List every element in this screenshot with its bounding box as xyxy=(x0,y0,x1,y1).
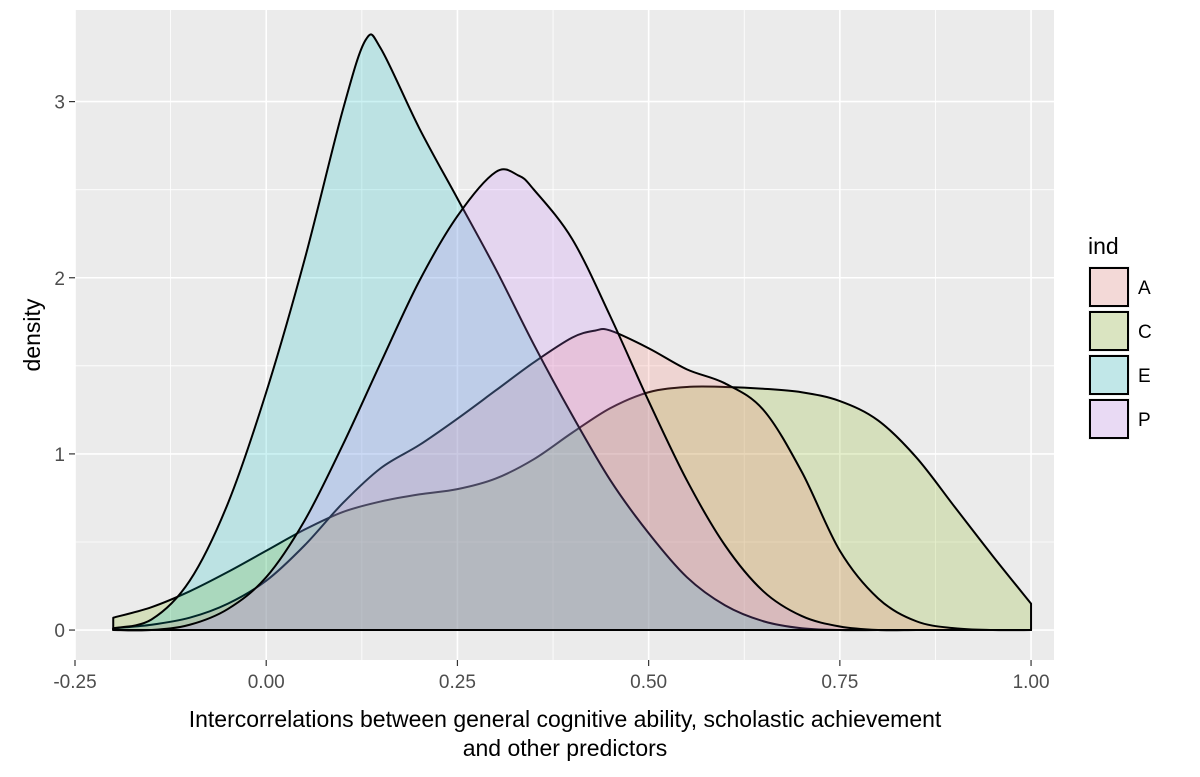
x-tick-label: 0.50 xyxy=(630,672,667,693)
x-axis-title-line-2: and other predictors xyxy=(463,735,668,761)
density-area-c xyxy=(112,385,1033,632)
y-tick-label: 2 xyxy=(54,269,65,290)
legend-swatch-p xyxy=(1089,399,1129,439)
plot-panel xyxy=(75,10,1054,660)
y-tick-label: 3 xyxy=(54,93,65,114)
y-tick-label: 1 xyxy=(54,445,65,466)
x-tick-label: 0.75 xyxy=(821,672,858,693)
legend-label-c: C xyxy=(1138,322,1152,343)
x-tick-label: 0.00 xyxy=(248,672,285,693)
density-area-p xyxy=(112,168,1033,632)
y-axis-title: density xyxy=(19,298,45,371)
legend-key-bg-e xyxy=(1088,354,1130,396)
legend-label-p: P xyxy=(1138,410,1151,431)
density-area-a xyxy=(112,327,1033,632)
series-layer xyxy=(112,33,1033,632)
legend-title: ind xyxy=(1088,233,1119,259)
y-tick-label: 0 xyxy=(54,621,65,642)
x-tick-label: 0.25 xyxy=(439,672,476,693)
legend: ind A C E P xyxy=(1088,233,1152,440)
legend-label-a: A xyxy=(1138,278,1151,299)
legend-label-e: E xyxy=(1138,366,1151,387)
legend-key-bg-c xyxy=(1088,310,1130,352)
legend-swatch-e xyxy=(1089,355,1129,395)
legend-key-bg-p xyxy=(1088,398,1130,440)
legend-swatch-a xyxy=(1089,267,1129,307)
x-tick-label: 1.00 xyxy=(1013,672,1050,693)
legend-swatch-c xyxy=(1089,311,1129,351)
y-axis: 0 1 2 3 xyxy=(54,93,75,642)
legend-key-bg-a xyxy=(1088,266,1130,308)
x-tick-label: -0.25 xyxy=(53,672,96,693)
x-axis-title-line-1: Intercorrelations between general cognit… xyxy=(189,706,942,732)
grid-minor xyxy=(75,10,1054,660)
x-axis: -0.25 0.00 0.25 0.50 0.75 1.00 xyxy=(53,660,1050,693)
legend-items: A C E P xyxy=(1088,266,1152,440)
